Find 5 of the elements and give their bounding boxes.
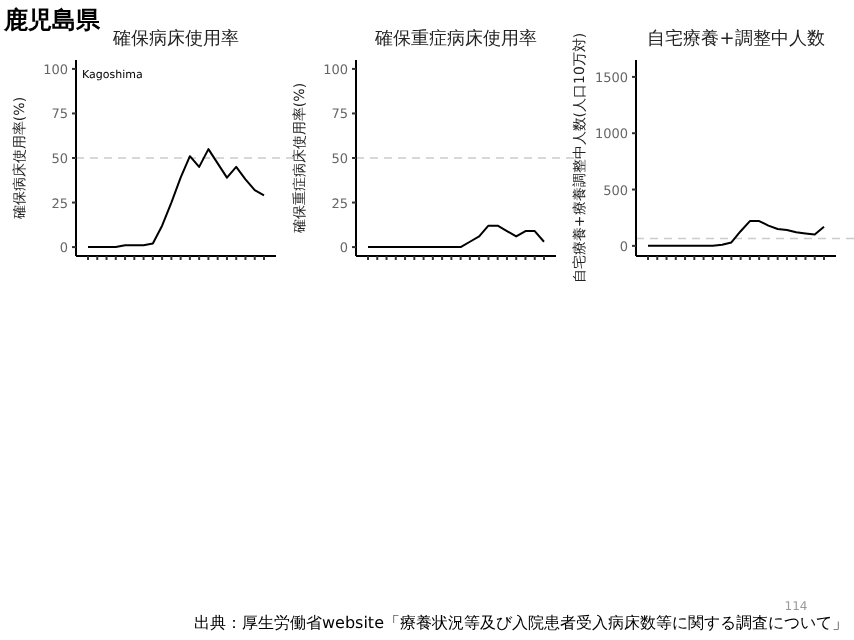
source-note: 出典：厚生労働省website「療養状況等及び入院患者受入病床数等に関する調査について」 [194,614,848,632]
chart-title: 自宅療養+調整中人数 [647,28,825,50]
chart-title: 確保重症病床使用率 [373,28,537,50]
chart-title: 確保病床使用率 [111,28,239,50]
text: 鹿児島県 [2,6,102,34]
